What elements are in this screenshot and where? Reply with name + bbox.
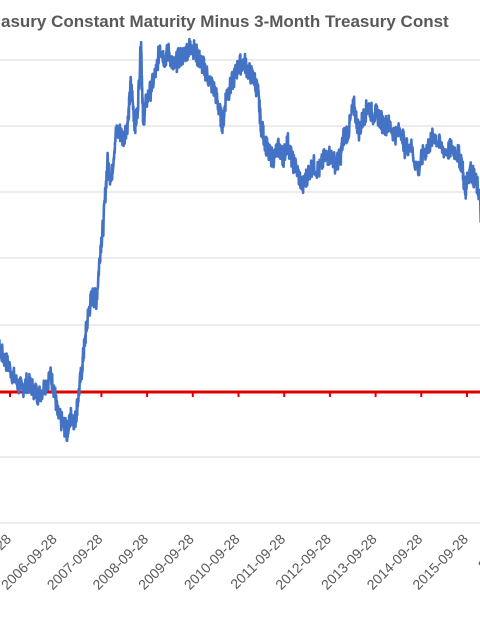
gridlines (0, 59, 480, 524)
x-tick-label: -28 (0, 531, 14, 557)
x-tick-labels: -282006-09-282007-09-282008-09-282009-09… (0, 531, 480, 593)
x-tick-label: 2016-0 (475, 531, 480, 573)
series-group (0, 37, 480, 443)
chart-title-text: asury Constant Maturity Minus 3-Month Tr… (1, 12, 449, 31)
zero-line-group (0, 390, 480, 397)
series-line (0, 37, 480, 443)
